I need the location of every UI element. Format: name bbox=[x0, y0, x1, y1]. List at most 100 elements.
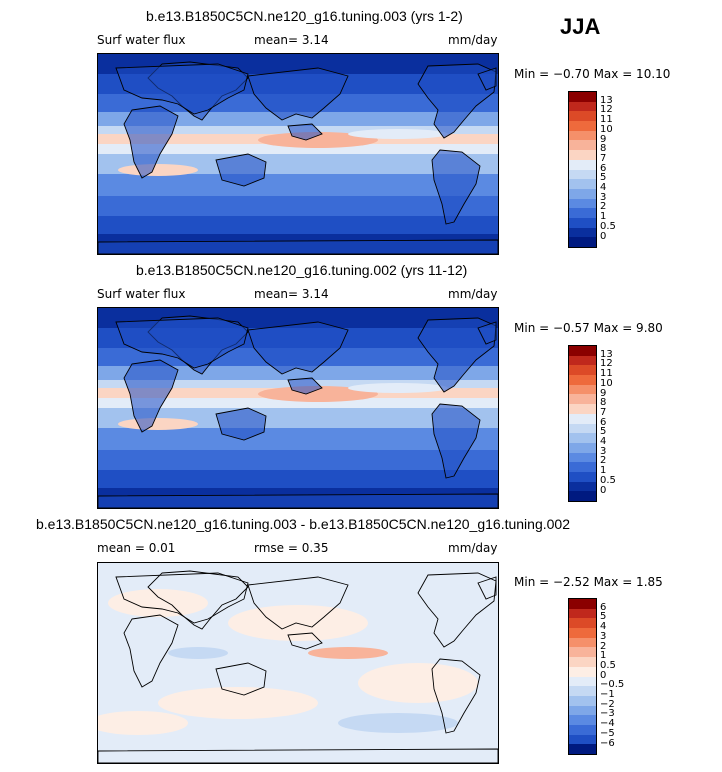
land-outline bbox=[115, 63, 249, 115]
land-outline bbox=[477, 67, 497, 91]
land-outline bbox=[98, 239, 498, 254]
colorbar-box bbox=[569, 375, 596, 385]
land-outline bbox=[98, 748, 498, 763]
colorbar-box bbox=[569, 442, 596, 453]
field-band bbox=[98, 154, 498, 174]
colorbar-tick-label: 3 bbox=[600, 191, 607, 203]
colorbar-box bbox=[569, 217, 596, 228]
land-outline bbox=[215, 407, 267, 441]
land-outline bbox=[98, 493, 498, 508]
colorbar-box bbox=[569, 647, 596, 658]
field-patch bbox=[98, 711, 188, 735]
colorbar-tick-label: 2 bbox=[600, 201, 607, 213]
colorbar-tick-label: 2 bbox=[600, 640, 607, 652]
colorbar-box bbox=[569, 715, 596, 725]
land-outline bbox=[287, 123, 323, 141]
colorbar-box bbox=[569, 744, 596, 754]
colorbar-tick-label: 0.5 bbox=[600, 220, 616, 232]
colorbar-tick-label: 0 bbox=[600, 230, 607, 242]
min-max-label: Min = −0.57 Max = 9.80 bbox=[514, 321, 663, 335]
colorbar-tick-label: 13 bbox=[600, 348, 613, 360]
colorbar-box bbox=[569, 188, 596, 199]
mean-label: mean = 0.01 bbox=[97, 541, 176, 555]
land-outline bbox=[215, 662, 267, 696]
colorbar-box bbox=[569, 150, 596, 160]
colorbar-tick-label: 10 bbox=[600, 123, 613, 135]
field-patch bbox=[348, 383, 448, 393]
colorbar-tick-label: 1 bbox=[600, 465, 607, 477]
units-label: mm/day bbox=[448, 541, 498, 555]
colorbar-box bbox=[569, 695, 596, 706]
colorbar-box bbox=[569, 705, 596, 716]
land-outline bbox=[287, 632, 323, 650]
colorbar-box bbox=[569, 452, 596, 463]
colorbar-box bbox=[569, 355, 596, 366]
field-patch bbox=[308, 647, 388, 659]
colorbar-box bbox=[569, 628, 596, 638]
colorbar-box bbox=[569, 121, 596, 131]
colorbar bbox=[568, 91, 597, 248]
colorbar-tick-label: −5 bbox=[600, 727, 615, 739]
colorbar-tick-label: 0.5 bbox=[600, 659, 616, 671]
colorbar-box bbox=[569, 394, 596, 405]
colorbar-tick-label: 10 bbox=[600, 377, 613, 389]
colorbar-box bbox=[569, 491, 596, 501]
field-patch bbox=[258, 132, 378, 148]
colorbar-box bbox=[569, 686, 596, 696]
mean-label: mean= 3.14 bbox=[254, 33, 329, 47]
colorbar-box bbox=[569, 724, 596, 735]
colorbar-box bbox=[569, 198, 596, 209]
colorbar-box bbox=[569, 179, 596, 189]
colorbar-box bbox=[569, 423, 596, 434]
colorbar-tick-label: 6 bbox=[600, 601, 607, 613]
colorbar-box bbox=[569, 608, 596, 619]
colorbar-box bbox=[569, 404, 596, 414]
land-outline bbox=[477, 321, 497, 345]
colorbar-tick-label: 3 bbox=[600, 445, 607, 457]
min-max-label: Min = −0.70 Max = 10.10 bbox=[514, 67, 671, 81]
colorbar-tick-label: 1 bbox=[600, 211, 607, 223]
colorbar-box bbox=[569, 666, 596, 677]
land-outline bbox=[215, 153, 267, 187]
colorbar-tick-label: 0 bbox=[600, 669, 607, 681]
colorbar-box bbox=[569, 481, 596, 492]
colorbar bbox=[568, 345, 597, 502]
land-outline bbox=[123, 359, 179, 433]
colorbar-box bbox=[569, 111, 596, 122]
colorbar-box bbox=[569, 618, 596, 629]
colorbar-tick-label: 12 bbox=[600, 104, 613, 116]
map-plot bbox=[97, 562, 499, 764]
colorbar-box bbox=[569, 657, 596, 667]
map-plot bbox=[97, 307, 499, 509]
colorbar-box bbox=[569, 734, 596, 745]
units-label: mm/day bbox=[448, 33, 498, 47]
land-outline bbox=[247, 67, 349, 121]
variable-label: Surf water flux bbox=[97, 287, 186, 301]
panel-title: b.e13.B1850C5CN.ne120_g16.tuning.002 (yr… bbox=[136, 262, 468, 278]
colorbar-box bbox=[569, 413, 596, 424]
land-outline bbox=[115, 572, 249, 624]
colorbar-tick-label: 0.5 bbox=[600, 474, 616, 486]
field-patch bbox=[168, 647, 228, 659]
field-patch bbox=[358, 663, 478, 703]
colorbar-tick-label: −6 bbox=[600, 737, 615, 749]
land-outline bbox=[431, 658, 481, 734]
colorbar-tick-label: 6 bbox=[600, 416, 607, 428]
field-band bbox=[98, 398, 498, 408]
field-band bbox=[98, 196, 498, 216]
colorbar-tick-label: 7 bbox=[600, 152, 607, 164]
colorbar-tick-label: 5 bbox=[600, 611, 607, 623]
panel-title: b.e13.B1850C5CN.ne120_g16.tuning.003 (yr… bbox=[146, 8, 463, 24]
field-patch bbox=[108, 589, 208, 617]
colorbar-tick-label: 13 bbox=[600, 94, 613, 106]
colorbar-tick-label: −4 bbox=[600, 718, 615, 730]
colorbar-box bbox=[569, 462, 596, 472]
colorbar-tick-label: −3 bbox=[600, 708, 615, 720]
land-outline bbox=[123, 614, 179, 688]
colorbar-box bbox=[569, 169, 596, 180]
colorbar-box bbox=[569, 208, 596, 218]
land-outline bbox=[115, 317, 249, 369]
colorbar-box bbox=[569, 159, 596, 170]
field-band bbox=[98, 216, 498, 234]
colorbar-tick-label: 6 bbox=[600, 162, 607, 174]
